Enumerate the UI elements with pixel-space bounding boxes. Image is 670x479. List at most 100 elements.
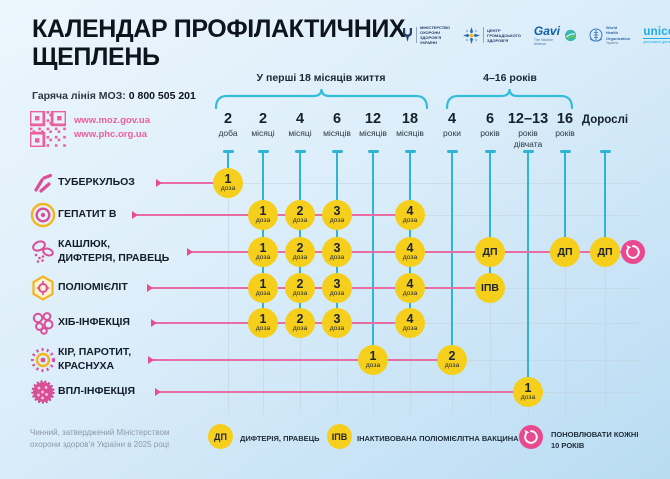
row-arrow-icon: [156, 179, 162, 187]
column-timeline: [371, 153, 375, 360]
hib-icon: [32, 312, 54, 335]
grid-line-h: [214, 183, 640, 184]
link-phc[interactable]: www.phc.org.ua: [74, 128, 148, 140]
who-emblem-icon: [589, 28, 603, 42]
pertussis-bacteria-icon: [32, 240, 54, 263]
website-links: www.moz.gov.ua www.phc.org.ua: [74, 114, 150, 142]
dose-circle: 3 доза: [322, 237, 352, 267]
legend-dp-badge: ДП: [208, 424, 233, 449]
grid-line-h: [214, 323, 640, 324]
column-timeline: [563, 153, 567, 252]
phc-logo: ЦЕНТР ГРОМАДСЬКОГО ЗДОРОВ’Я: [463, 26, 521, 44]
row-arrow-icon: [187, 248, 193, 256]
age-group-label-4-16: 4–16 років: [483, 72, 537, 84]
who-logo-text: World Health Organization: [605, 25, 631, 41]
gavi-tagline: The Vaccine Alliance: [533, 38, 554, 46]
dose-circle: 1 доза: [358, 345, 388, 375]
badge-circle: ДП: [590, 237, 620, 267]
age-group-label-infants: У перші 18 місяців життя: [256, 72, 386, 84]
tuberculosis-icon: [34, 173, 53, 193]
column-header: 16 років: [555, 111, 575, 138]
hotline: Гаряча лінія МОЗ: 0 800 505 201: [32, 90, 196, 102]
column-header: 6 місяців: [323, 111, 351, 138]
row-connector-line: [156, 322, 410, 324]
row-connector-line: [153, 359, 452, 361]
dose-circle: 2 доза: [285, 273, 315, 303]
badge-circle: ІПВ: [475, 273, 505, 303]
unicef-logo: unicef для кожної дитини: [643, 26, 670, 44]
divider: [483, 27, 485, 43]
partner-logos: МІНІСТЕРСТВО ОХОРОНИ ЗДОРОВ’Я УКРАЇНИ ЦЕ…: [402, 24, 670, 46]
who-tagline: Україна: [605, 40, 619, 45]
dose-circle: 2 доза: [285, 237, 315, 267]
dose-circle: 1 доза: [248, 273, 278, 303]
dose-circle: 2 доза: [437, 345, 467, 375]
gavi-globe-icon: [564, 29, 576, 41]
column-header: 2 місяці: [251, 111, 275, 138]
row-connector-line: [160, 391, 528, 393]
row-connector-line: [152, 287, 490, 289]
hotline-label: Гаряча лінія МОЗ:: [32, 90, 126, 102]
moz-logo: МІНІСТЕРСТВО ОХОРОНИ ЗДОРОВ’Я УКРАЇНИ: [402, 25, 450, 45]
hotline-number: 0 800 505 201: [128, 90, 196, 102]
measles-icon: [31, 348, 55, 372]
column-tick-icon: [599, 150, 611, 153]
qr-code-icon: [30, 111, 66, 147]
divider: [416, 27, 417, 43]
dose-circle: 4 доза: [395, 273, 425, 303]
column-header: 4 роки: [443, 111, 461, 138]
badge-circle: ДП: [550, 237, 580, 267]
row-arrow-icon: [147, 284, 153, 292]
column-header: 18 місяців: [396, 111, 424, 138]
legend-repeat-text: ПОНОВЛЮВАТИ КОЖНІ 10 РОКІВ: [551, 430, 639, 451]
polio-icon: [32, 275, 54, 301]
column-header: 12–13 років дівчата: [507, 111, 549, 149]
hpv-icon: [31, 380, 55, 404]
grid-line-h: [214, 215, 640, 216]
column-header: 2 доба: [218, 111, 238, 138]
dose-circle: 3 доза: [322, 308, 352, 338]
legend-dp-text: ДИФТЕРІЯ, ПРАВЕЦЬ: [240, 434, 320, 443]
who-logo: World Health Organization Україна: [589, 25, 630, 45]
column-tick-icon: [367, 150, 379, 153]
unicef-tagline: для кожної дитини: [643, 38, 670, 44]
dose-circle: 1 доза: [513, 377, 543, 407]
row-label: ТУБЕРКУЛЬОЗ: [58, 176, 135, 189]
row-label: ВПЛ-ІНФЕКЦІЯ: [58, 385, 136, 398]
compass-star-icon: [463, 26, 481, 44]
column-tick-icon: [559, 150, 571, 153]
gavi-logo: Gavi The Vaccine Alliance: [534, 24, 576, 46]
repeat-icon: [519, 425, 543, 449]
gavi-logo-text: Gavi: [533, 24, 560, 38]
column-timeline: [603, 153, 607, 252]
link-moz[interactable]: www.moz.gov.ua: [74, 115, 151, 126]
row-label: ХІБ-ІНФЕКЦІЯ: [58, 316, 130, 329]
page-title: КАЛЕНДАР ПРОФІЛАКТИЧНИХ ЩЕПЛЕНЬ: [32, 15, 406, 71]
dose-circle: 3 доза: [322, 273, 352, 303]
row-arrow-icon: [132, 211, 138, 219]
legend-ipv-badge: ІПВ: [327, 424, 352, 449]
column-header: 6 років: [480, 111, 500, 138]
column-tick-icon: [446, 150, 458, 153]
column-header: Дорослі: [581, 114, 629, 126]
column-tick-icon: [522, 150, 534, 153]
row-arrow-icon: [148, 356, 154, 364]
footnote: Чинний, затверджений Міністерством охоро…: [30, 428, 170, 450]
dose-circle: 3 доза: [322, 200, 352, 230]
column-header: 12 місяців: [359, 111, 387, 138]
column-tick-icon: [331, 150, 343, 153]
row-arrow-icon: [155, 388, 161, 396]
dose-circle: 1 доза: [213, 168, 243, 198]
dose-circle: 1 доза: [248, 200, 278, 230]
dose-circle: 2 доза: [285, 200, 315, 230]
phc-logo-text: ЦЕНТР ГРОМАДСЬКОГО ЗДОРОВ’Я: [487, 27, 521, 43]
row-label: ПОЛІОМІЄЛІТ: [58, 281, 128, 294]
column-tick-icon: [294, 150, 306, 153]
row-label: КІР, ПАРОТИТ, КРАСНУХА: [58, 346, 132, 372]
trident-icon: [403, 28, 412, 42]
column-tick-icon: [404, 150, 416, 153]
dose-circle: 2 доза: [285, 308, 315, 338]
column-timeline: [526, 153, 530, 392]
dose-circle: 1 доза: [248, 237, 278, 267]
column-tick-icon: [484, 150, 496, 153]
